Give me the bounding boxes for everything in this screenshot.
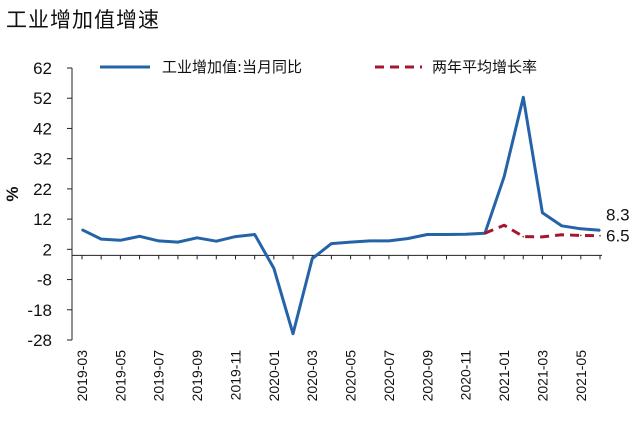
data-point bbox=[81, 228, 83, 231]
data-point bbox=[119, 239, 122, 242]
data-point bbox=[484, 232, 486, 235]
x-tick-label: 2019-03 bbox=[74, 350, 90, 402]
x-tick-label: 2020-03 bbox=[304, 350, 320, 402]
data-point bbox=[388, 240, 390, 242]
data-point bbox=[292, 332, 294, 335]
end-labels-group: 8.36.5 bbox=[606, 205, 630, 245]
data-point bbox=[234, 235, 237, 238]
x-tick-label: 2021-01 bbox=[496, 350, 512, 402]
data-point bbox=[541, 211, 544, 214]
chart-title: 工业增加值增速 bbox=[6, 8, 160, 32]
data-point bbox=[580, 234, 582, 237]
axes-group: % 2019-03 2019-05 2019-07 2019-09 2019-11 2020… bbox=[3, 68, 602, 401]
data-point bbox=[157, 240, 160, 242]
data-point bbox=[330, 242, 333, 245]
y-tick-label: -28 bbox=[27, 331, 52, 350]
y-axis-label: % bbox=[3, 186, 22, 201]
series-line-2 bbox=[484, 223, 601, 239]
x-tick-label: 2020-05 bbox=[343, 350, 359, 402]
y-tick-label: 62 bbox=[33, 59, 52, 78]
y-tick-label: -18 bbox=[27, 301, 52, 320]
x-tick-label: 2021-05 bbox=[573, 350, 589, 402]
data-point bbox=[407, 237, 409, 240]
data-point bbox=[580, 227, 582, 230]
series-line-1 bbox=[81, 95, 601, 336]
data-point bbox=[311, 257, 314, 260]
data-point bbox=[599, 234, 601, 237]
y-axis-ticks-group: 62 52 42 32 22 12 2 -8 -18 -28 bbox=[27, 59, 72, 350]
y-tick-label: 2 bbox=[43, 240, 52, 259]
end-value-label-2: 6.5 bbox=[606, 227, 630, 246]
y-tick-label: 12 bbox=[33, 210, 52, 229]
y-tick-label: -8 bbox=[37, 271, 52, 290]
y-tick-label: 52 bbox=[33, 89, 52, 108]
legend-label-2: 两年平均增长率 bbox=[432, 58, 537, 76]
end-value-label-1: 8.3 bbox=[606, 205, 630, 224]
x-tick-label: 2019-05 bbox=[112, 350, 128, 402]
legend-label-1: 工业增加值:当月同比 bbox=[162, 58, 302, 76]
data-point bbox=[100, 238, 102, 240]
x-tick-label: 2019-09 bbox=[189, 350, 205, 402]
data-point bbox=[349, 241, 352, 243]
x-tick-label: 2020-07 bbox=[381, 350, 397, 402]
y-tick-label: 42 bbox=[33, 119, 52, 138]
y-tick-label: 22 bbox=[33, 180, 52, 199]
data-point bbox=[541, 236, 544, 238]
data-point bbox=[445, 233, 448, 236]
data-point bbox=[522, 235, 525, 238]
data-point bbox=[503, 176, 505, 178]
data-point bbox=[273, 267, 275, 270]
x-tick-label: 2020-01 bbox=[266, 350, 282, 402]
data-point bbox=[599, 229, 601, 232]
data-point bbox=[196, 237, 198, 239]
data-point bbox=[253, 233, 256, 236]
data-point bbox=[177, 241, 179, 243]
data-point bbox=[138, 235, 141, 238]
x-tick-label: 2020-11 bbox=[458, 350, 474, 401]
x-tick-label: 2019-07 bbox=[151, 350, 167, 402]
data-point bbox=[522, 96, 525, 99]
data-point bbox=[560, 224, 563, 227]
data-point bbox=[503, 224, 505, 226]
data-point bbox=[560, 234, 563, 236]
legend: 工业增加值:当月同比 两年平均增长率 bbox=[100, 58, 537, 76]
x-tick-label: 2020-09 bbox=[419, 350, 435, 402]
y-tick-label: 32 bbox=[33, 150, 52, 169]
x-tick-label: 2019-11 bbox=[227, 350, 243, 401]
data-point bbox=[215, 240, 218, 242]
x-tick-label: 2021-03 bbox=[534, 350, 550, 402]
data-point bbox=[426, 233, 429, 236]
series-group bbox=[81, 95, 601, 336]
data-point bbox=[368, 240, 371, 242]
data-point bbox=[464, 233, 467, 236]
